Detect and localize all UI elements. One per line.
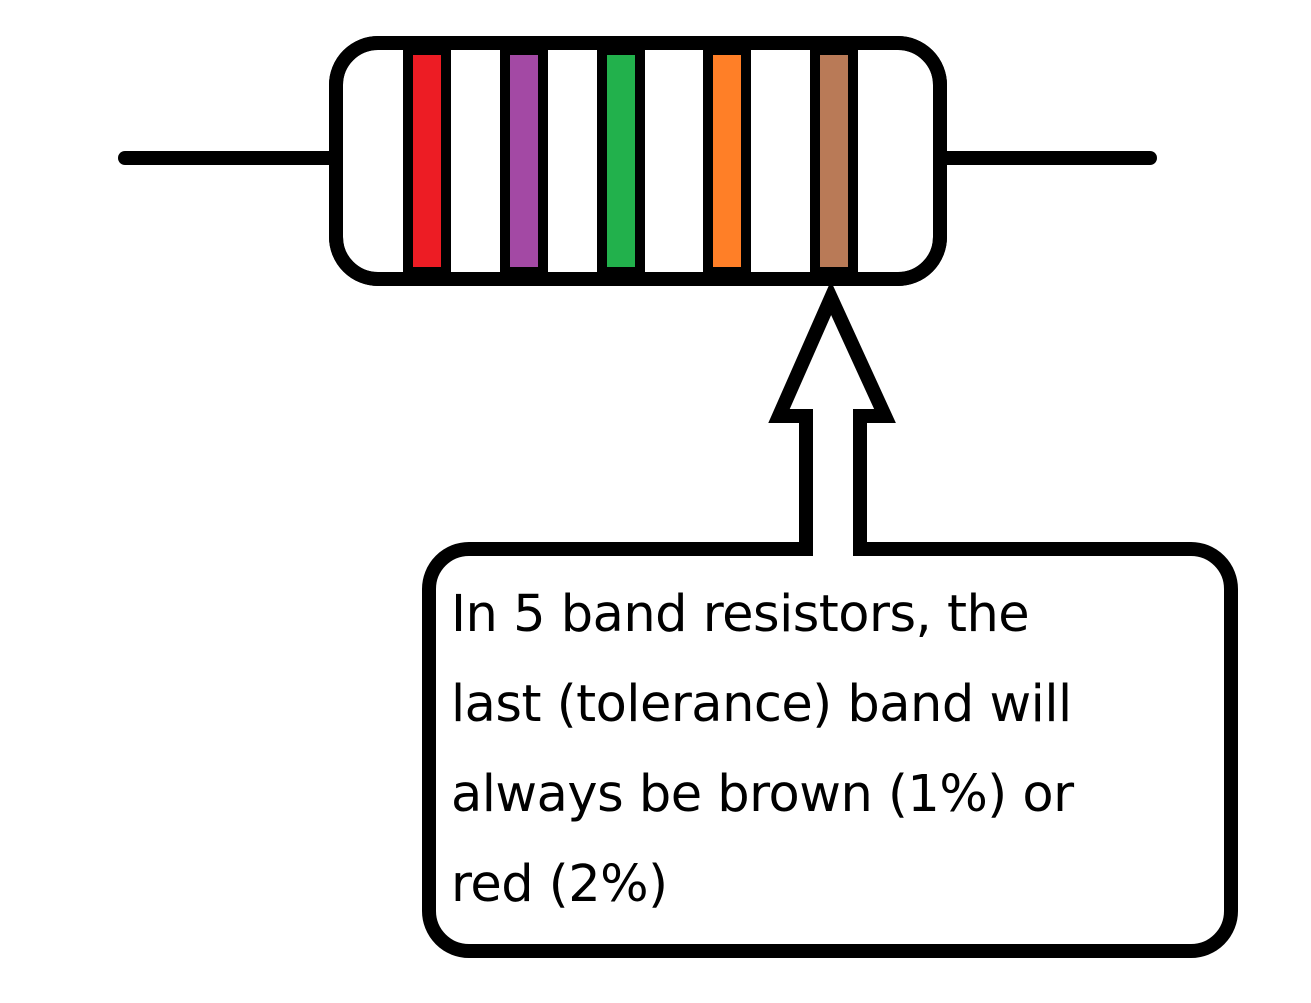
arrow-stem-gap (813, 540, 853, 560)
band-purple (500, 45, 548, 277)
callout-line-2: last (tolerance) band will (451, 675, 1072, 734)
band-brown (810, 45, 858, 277)
callout-text: In 5 band resistors, the last (tolerance… (451, 570, 1231, 930)
resistor-body-outline (329, 36, 947, 286)
callout-line-1: In 5 band resistors, the (451, 585, 1030, 644)
resistor-bands (329, 36, 947, 286)
callout-arrow (768, 280, 896, 556)
callout-line-3: always be brown (1%) or (451, 765, 1074, 824)
band-green (597, 45, 645, 277)
band-orange (703, 45, 751, 277)
band-red (403, 45, 451, 277)
callout-line-4: red (2%) (451, 855, 668, 914)
